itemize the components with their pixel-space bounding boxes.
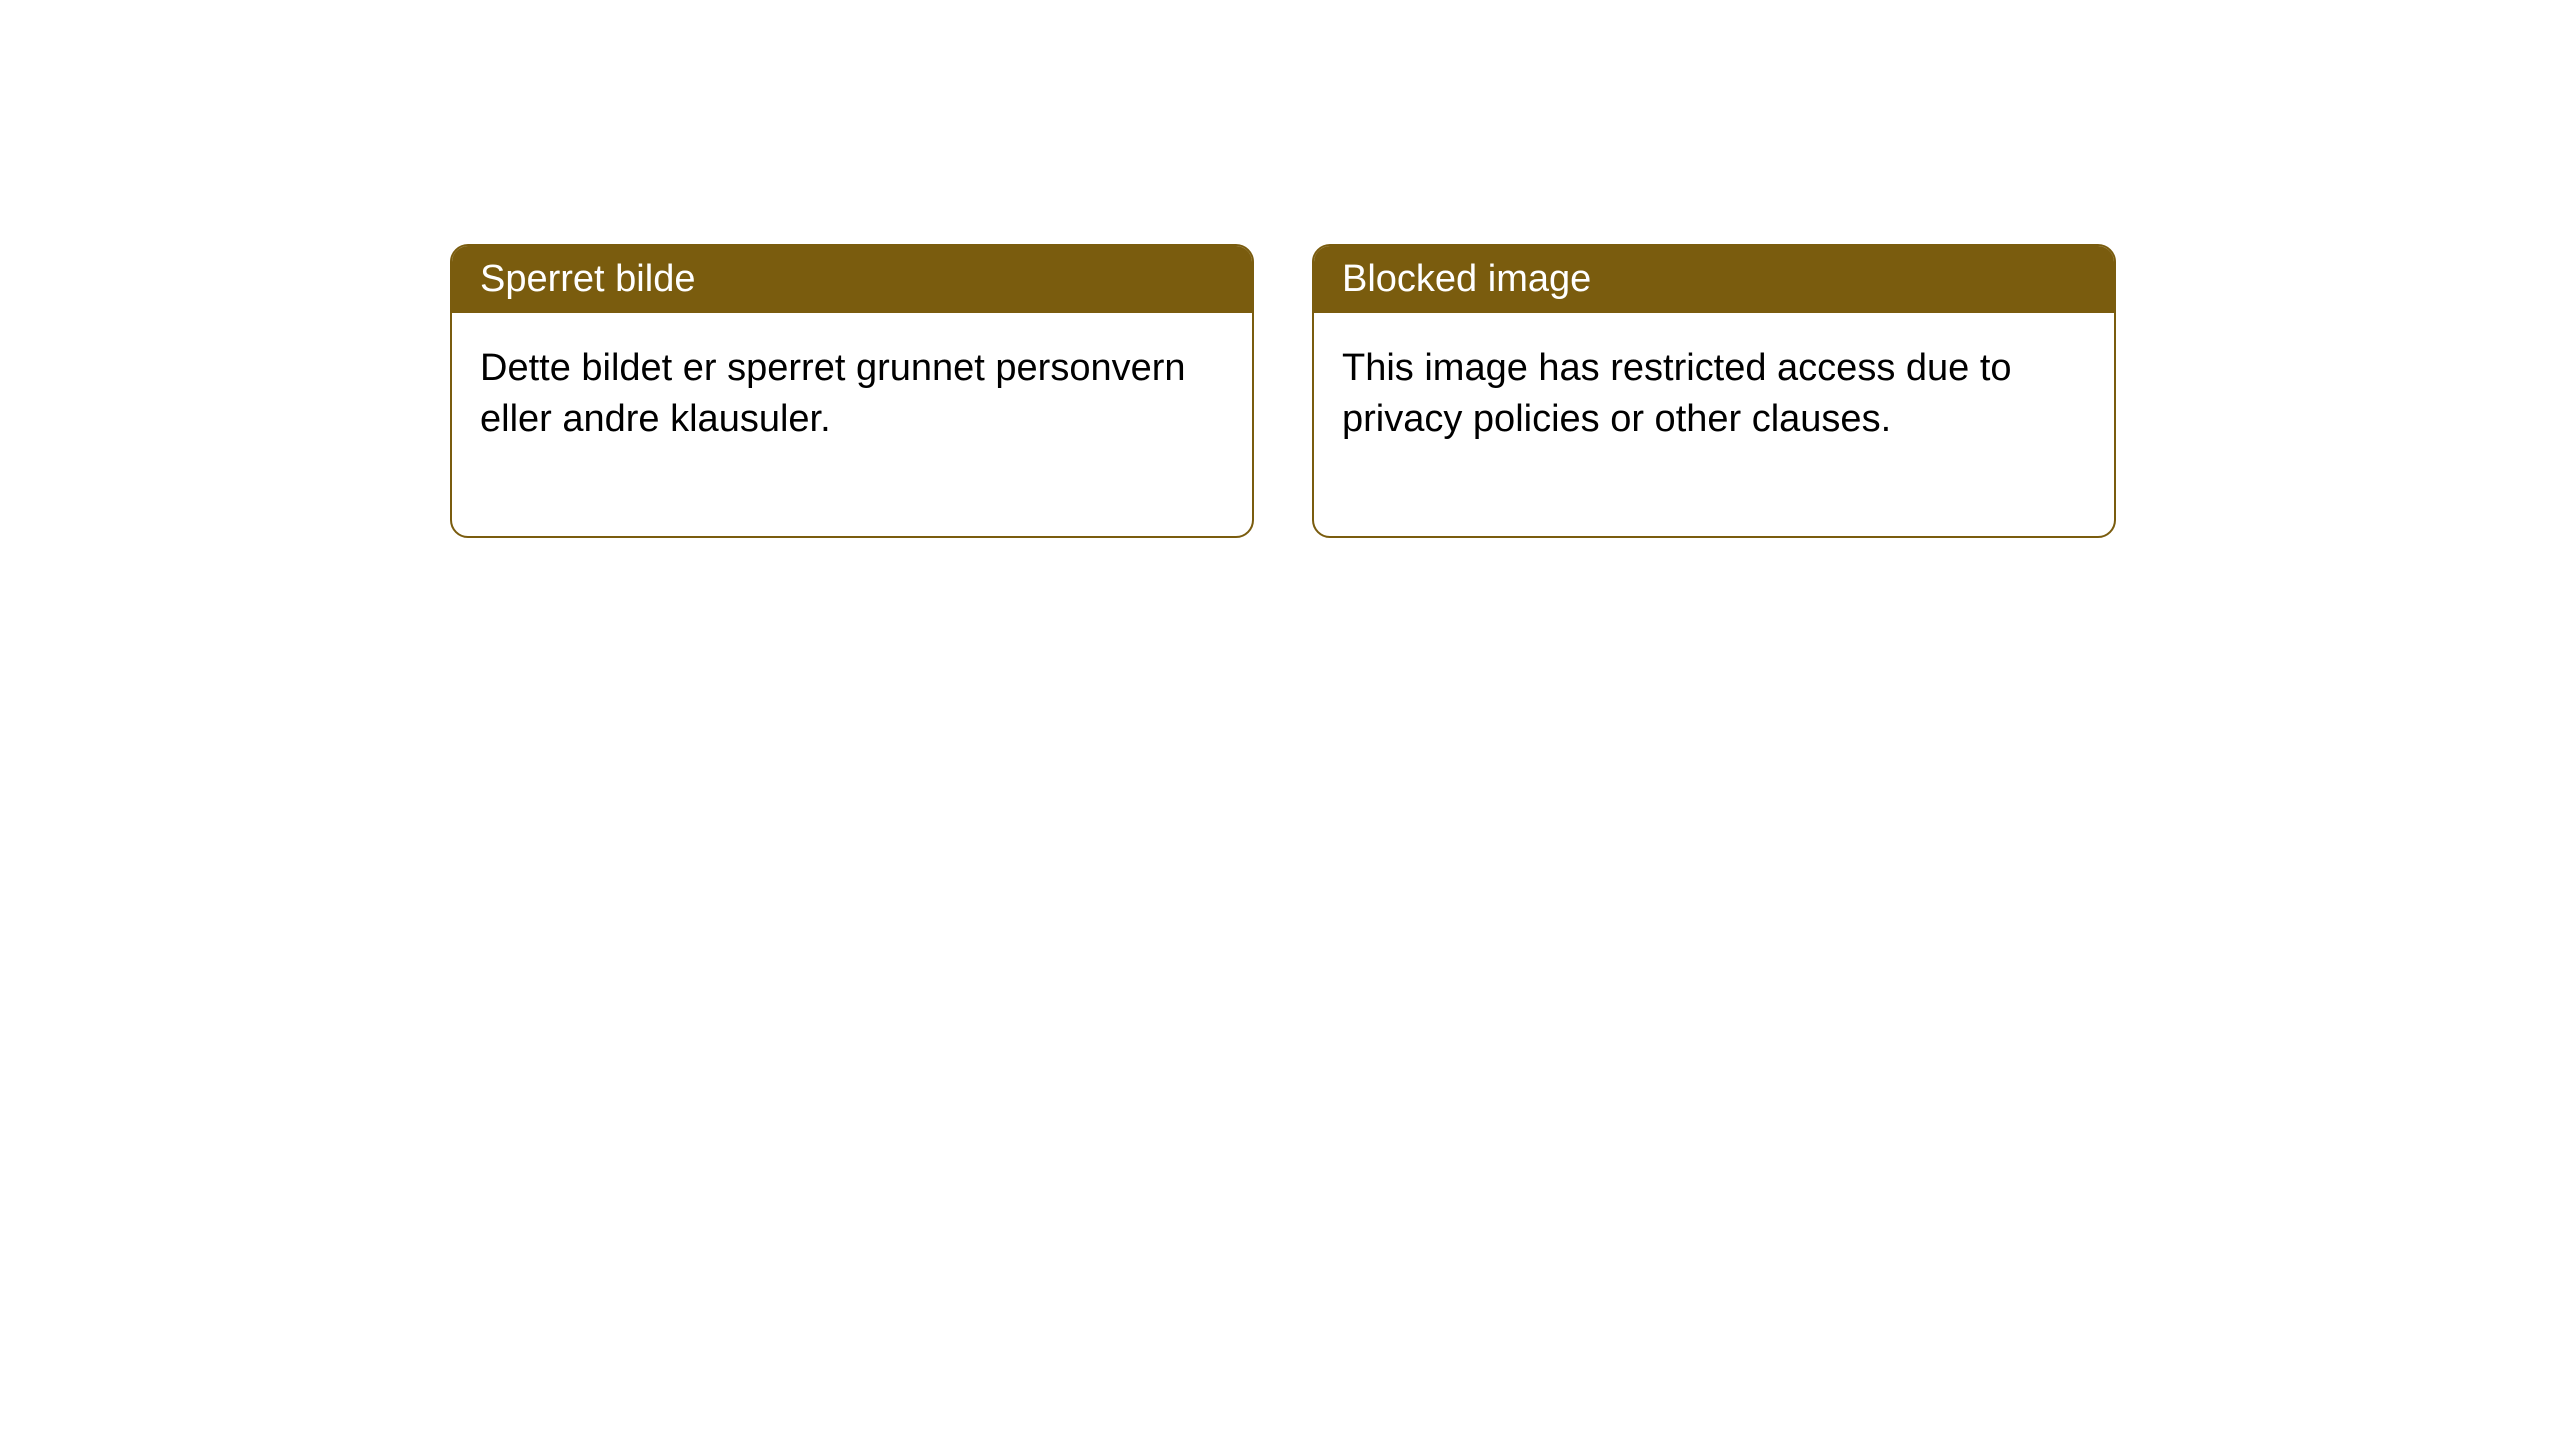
notice-body-english: This image has restricted access due to … <box>1314 313 2114 536</box>
notice-container: Sperret bilde Dette bildet er sperret gr… <box>0 0 2560 538</box>
notice-card-norwegian: Sperret bilde Dette bildet er sperret gr… <box>450 244 1254 538</box>
notice-body-norwegian: Dette bildet er sperret grunnet personve… <box>452 313 1252 536</box>
notice-title-norwegian: Sperret bilde <box>452 246 1252 313</box>
notice-title-english: Blocked image <box>1314 246 2114 313</box>
notice-card-english: Blocked image This image has restricted … <box>1312 244 2116 538</box>
